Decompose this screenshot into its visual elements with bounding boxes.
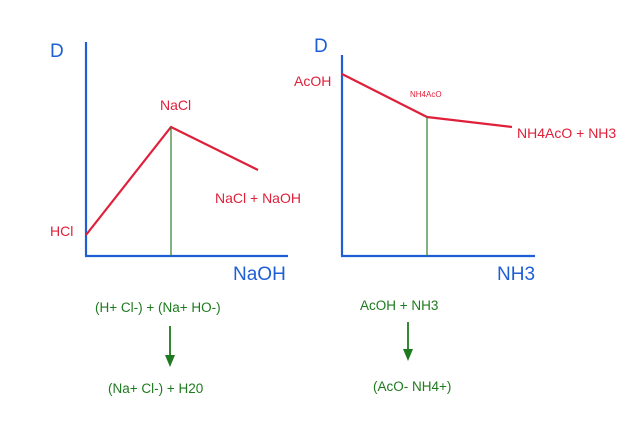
right-break-label: NH4AcO	[410, 90, 442, 99]
right-y-axis-label: D	[314, 36, 328, 57]
left-reaction-reactants: (H+ Cl-) + (Na+ HO-)	[95, 300, 221, 315]
right-x-axis-label: NH3	[497, 264, 535, 285]
right-start-label: AcOH	[294, 73, 331, 89]
left-y-axis-label: D	[50, 41, 64, 62]
right-reaction-reactants: AcOH + NH3	[360, 298, 438, 313]
left-peak-label: NaCl	[160, 97, 191, 113]
left-reaction-products: (Na+ Cl-) + H20	[108, 381, 203, 396]
right-end-label: NH4AcO + NH3	[517, 125, 616, 141]
left-end-label: NaCl + NaOH	[215, 190, 301, 206]
left-x-axis-label: NaOH	[233, 264, 286, 285]
arrow-down-icon	[403, 322, 413, 361]
right-reaction-products: (AcO- NH4+)	[373, 379, 451, 394]
left-conductance-curve	[85, 125, 259, 236]
right-panel: D NH3 AcOH NH4AcO NH4AcO + NH3 AcOH + NH…	[294, 36, 616, 394]
left-start-label: HCl	[50, 223, 73, 239]
arrow-down-icon	[165, 326, 175, 367]
left-panel: D NaOH HCl NaCl NaCl + NaOH (H+ Cl-) + (…	[50, 41, 301, 396]
